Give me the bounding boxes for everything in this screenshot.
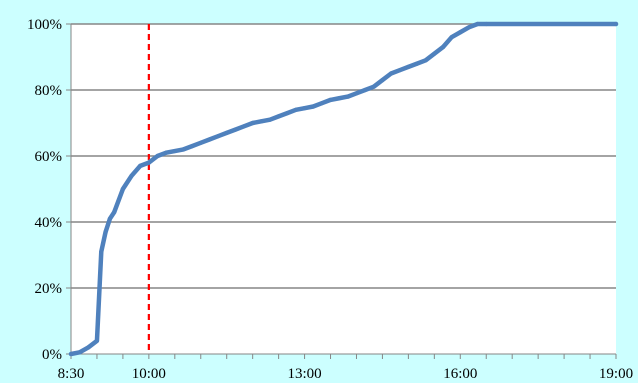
data-point bbox=[224, 130, 229, 135]
data-point bbox=[432, 51, 437, 56]
data-point bbox=[215, 134, 221, 139]
series-line bbox=[68, 21, 619, 357]
data-point bbox=[77, 350, 82, 355]
data-point bbox=[475, 21, 480, 27]
data-point bbox=[613, 21, 619, 27]
x-tick-label: 13:00 bbox=[287, 366, 321, 382]
data-point bbox=[363, 87, 368, 93]
y-tick-label: 60% bbox=[35, 149, 63, 165]
data-point bbox=[466, 25, 472, 30]
data-point bbox=[120, 186, 126, 192]
y-tick-label: 80% bbox=[35, 83, 63, 99]
data-point bbox=[181, 147, 186, 152]
data-point bbox=[267, 117, 273, 122]
data-point bbox=[155, 153, 160, 159]
data-point bbox=[449, 35, 454, 40]
data-point bbox=[293, 107, 299, 112]
data-point bbox=[328, 97, 333, 102]
x-tick-label: 10:00 bbox=[132, 366, 166, 382]
data-point bbox=[129, 173, 134, 178]
data-point bbox=[302, 106, 307, 111]
data-point bbox=[112, 210, 117, 215]
y-tick-label: 0% bbox=[42, 347, 62, 363]
y-tick-label: 40% bbox=[35, 215, 63, 231]
tick-labels: 0% 20% 40% 60% 80% 100% 8:30 10:00 13:00 16:00 19:… bbox=[27, 17, 633, 382]
data-point bbox=[146, 160, 151, 165]
data-point bbox=[414, 61, 420, 66]
data-point bbox=[440, 45, 446, 50]
data-point bbox=[388, 71, 394, 76]
data-point bbox=[233, 127, 238, 132]
data-point bbox=[397, 68, 402, 73]
data-point bbox=[190, 144, 195, 149]
data-point bbox=[250, 120, 255, 126]
data-point bbox=[380, 78, 385, 83]
data-point bbox=[86, 345, 91, 350]
plot-area bbox=[71, 24, 616, 354]
data-point bbox=[259, 119, 264, 124]
y-tick-label: 20% bbox=[35, 281, 63, 297]
data-point bbox=[423, 58, 428, 63]
data-point bbox=[198, 140, 203, 145]
data-point bbox=[484, 21, 489, 27]
data-point bbox=[172, 148, 177, 154]
data-point bbox=[371, 84, 376, 89]
data-point bbox=[354, 91, 359, 96]
x-tick-label: 8:30 bbox=[58, 366, 85, 382]
data-point bbox=[337, 96, 342, 101]
data-point bbox=[276, 114, 281, 119]
x-tick-label: 19:00 bbox=[599, 366, 633, 382]
data-point bbox=[138, 163, 143, 168]
axes bbox=[70, 24, 616, 355]
data-point bbox=[68, 351, 74, 357]
data-point bbox=[406, 64, 411, 69]
data-point bbox=[103, 229, 108, 234]
data-point bbox=[164, 150, 169, 155]
y-tick-label: 100% bbox=[27, 17, 62, 33]
data-point bbox=[241, 124, 247, 129]
data-point bbox=[458, 30, 463, 35]
data-point bbox=[311, 104, 316, 109]
data-point bbox=[107, 216, 113, 221]
data-point bbox=[319, 101, 324, 106]
x-tick-label: 16:00 bbox=[443, 366, 477, 382]
tick-marks bbox=[66, 23, 617, 359]
data-point bbox=[285, 111, 290, 116]
data-point bbox=[345, 94, 350, 99]
series-layer bbox=[68, 21, 619, 357]
data-point bbox=[94, 338, 100, 343]
data-point bbox=[207, 137, 212, 142]
data-point bbox=[99, 249, 104, 254]
